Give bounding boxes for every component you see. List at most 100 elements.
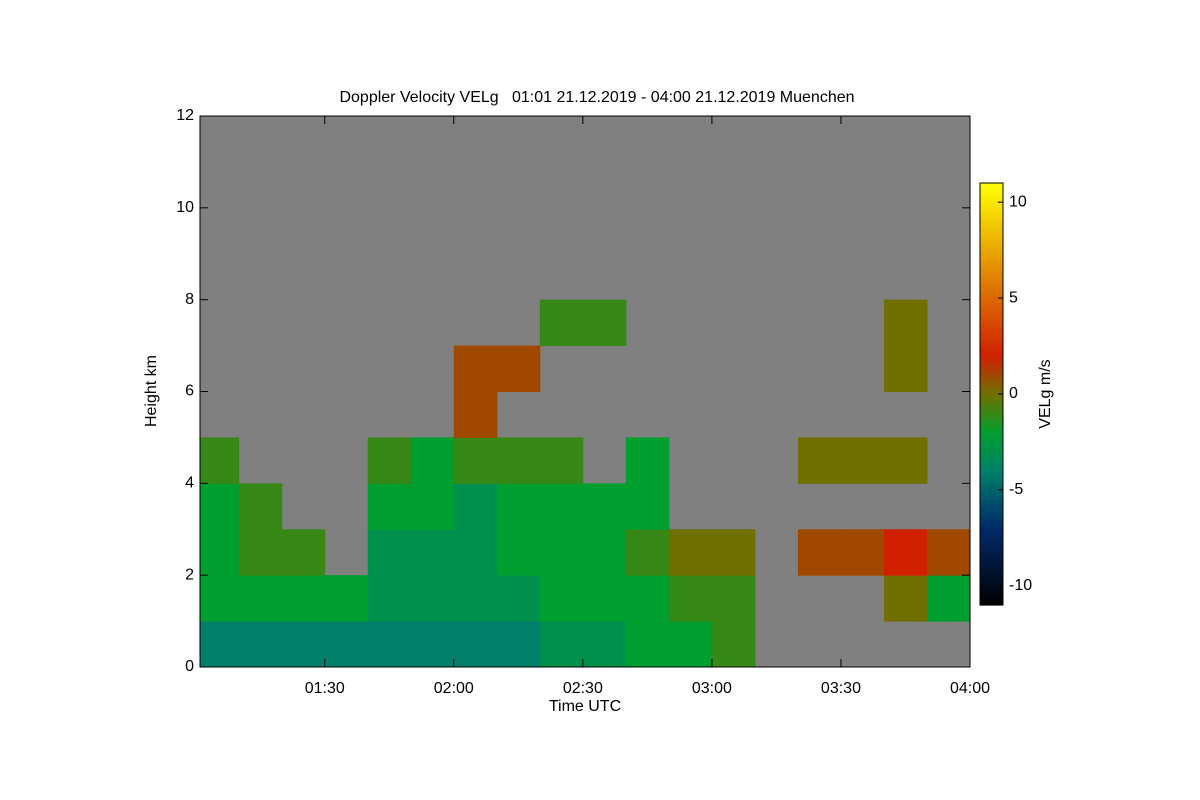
heatmap-cell (200, 437, 240, 484)
heatmap-cell (711, 621, 756, 668)
heatmap-cell (410, 529, 455, 576)
colorbar-segment (980, 218, 1003, 223)
heatmap-cell (582, 299, 627, 347)
heatmap-cell (367, 529, 412, 576)
colorbar-segment (980, 601, 1003, 606)
y-tick-label: 12 (176, 107, 194, 124)
colorbar-segment (980, 545, 1003, 550)
colorbar-segment (980, 583, 1003, 589)
colorbar-tick-label: 10 (1009, 193, 1027, 210)
colorbar-segment (980, 401, 1003, 406)
colorbar-segment (980, 260, 1003, 265)
colorbar-segment (980, 587, 1003, 592)
heatmap-cell (367, 621, 412, 668)
heatmap-cell (539, 621, 584, 668)
heatmap-cell (883, 575, 928, 622)
colorbar-segment (980, 341, 1003, 346)
heatmap-cell (367, 437, 412, 484)
colorbar-segment (980, 344, 1003, 349)
heatmap-cell (797, 529, 842, 576)
heatmap-cell (238, 621, 283, 668)
heatmap-cell (410, 483, 455, 530)
heatmap-cell (496, 621, 541, 668)
colorbar-segment (980, 249, 1003, 254)
colorbar-segment (980, 562, 1003, 567)
heatmap-cell (281, 621, 326, 668)
colorbar-segment (980, 193, 1003, 198)
heatmap-cell (926, 529, 971, 576)
colorbar-segment (980, 594, 1003, 599)
y-tick-label: 6 (185, 383, 194, 400)
x-tick-label: 03:30 (821, 680, 861, 697)
colorbar-segment (980, 306, 1003, 311)
colorbar-segment (980, 256, 1003, 261)
heatmap-cell (200, 529, 240, 576)
heatmap-cell (539, 437, 584, 484)
heatmap-cell (200, 575, 240, 622)
heatmap-cell (625, 437, 670, 484)
heatmap-cell (797, 437, 842, 484)
colorbar-segment (980, 204, 1003, 209)
colorbar-segment (980, 302, 1003, 307)
colorbar-segment (980, 569, 1003, 574)
heatmap-cell (453, 391, 498, 438)
colorbar-segment (980, 369, 1003, 374)
colorbar-segment (980, 481, 1003, 487)
colorbar-segment (980, 408, 1003, 413)
colorbar-segment (980, 499, 1003, 504)
heatmap-cell (582, 621, 627, 668)
colorbar-segment (980, 183, 1003, 188)
colorbar-segment (980, 277, 1003, 283)
colorbar-segment (980, 225, 1003, 230)
heatmap-cell (238, 575, 283, 622)
colorbar-segment (980, 524, 1003, 529)
colorbar-segment (980, 510, 1003, 515)
heatmap-cell (200, 483, 240, 530)
colorbar-segment (980, 432, 1003, 437)
colorbar-segment (980, 327, 1003, 332)
heatmap-cell (410, 621, 455, 668)
colorbar-segment (980, 429, 1003, 434)
colorbar-tick-label: 0 (1009, 385, 1018, 402)
heatmap-cell (496, 483, 541, 530)
x-tick-label: 02:00 (434, 680, 474, 697)
heatmap-cell (582, 575, 627, 622)
colorbar-segment (980, 281, 1003, 286)
heatmap-cell (668, 575, 713, 622)
chart-title: Doppler Velocity VELg 01:01 21.12.2019 -… (339, 89, 854, 106)
colorbar-segment (980, 358, 1003, 363)
colorbar-segment (980, 365, 1003, 370)
colorbar-segment (980, 232, 1003, 237)
heatmap-cell (453, 621, 498, 668)
heatmap-cell (883, 345, 928, 392)
colorbar-segment (980, 316, 1003, 321)
colorbar-tick-label: -5 (1009, 481, 1023, 498)
colorbar-segment (980, 200, 1003, 205)
heatmap-cell (496, 575, 541, 622)
colorbar-segment (980, 309, 1003, 314)
heatmap-cell (453, 529, 498, 576)
colorbar-tick-label: -10 (1009, 577, 1032, 594)
colorbar-segment (980, 576, 1003, 581)
colorbar-segment (980, 446, 1003, 451)
heatmap-cell (582, 483, 627, 530)
colorbar-segment (980, 453, 1003, 458)
colorbar-segment (980, 295, 1003, 300)
colorbar-tick-label: 5 (1009, 289, 1018, 306)
colorbar-segment (980, 415, 1003, 420)
colorbar-segment (980, 534, 1003, 539)
colorbar-segment (980, 541, 1003, 546)
heatmap-cell (539, 529, 584, 576)
colorbar-segment (980, 467, 1003, 472)
heatmap-cell (410, 575, 455, 622)
colorbar-segment (980, 214, 1003, 219)
colorbar-segment (980, 330, 1003, 335)
colorbar-segment (980, 566, 1003, 571)
colorbar-segment (980, 394, 1003, 399)
colorbar-segment (980, 211, 1003, 216)
heatmap-cell (496, 437, 541, 484)
heatmap-cell (625, 575, 670, 622)
colorbar-segment (980, 555, 1003, 560)
colorbar-segment (980, 464, 1003, 469)
colorbar-segment (980, 299, 1003, 304)
